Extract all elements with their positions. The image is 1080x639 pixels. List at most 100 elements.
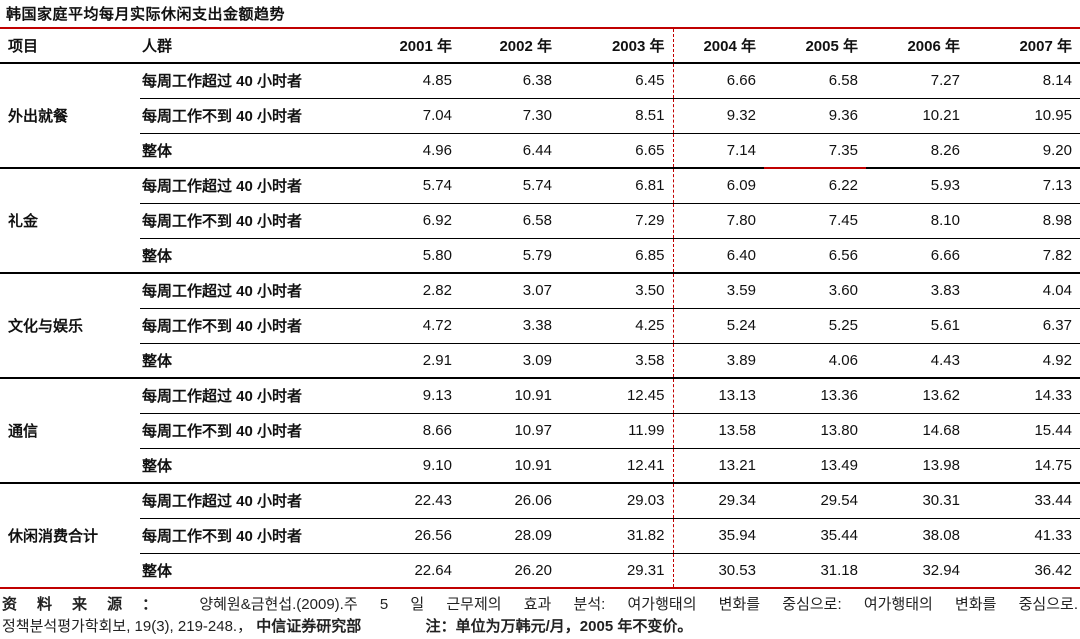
table-row: 每周工作不到 40 小时者 4.72 3.38 4.25 5.24 5.25 5.61 6.3… — [0, 307, 1080, 343]
value-cell: 7.82 — [968, 237, 1080, 273]
value-cell: 7.45 — [764, 202, 866, 238]
value-cell: 32.94 — [866, 552, 968, 589]
row-label-cell: 每周工作超过 40 小时者 — [142, 73, 303, 91]
header-row: 项目 人群 2001 年 2002 年 2003 年 2004 年 2005 年 2006… — [0, 29, 1080, 64]
value-cell: 7.29 — [560, 202, 673, 238]
row-label-cell: 每周工作超过 40 小时者 — [140, 377, 372, 413]
col-header-group: 人群 — [140, 29, 372, 64]
source-text: 양혜원&금현섭.(2009).주 5 일 근무제의 효과 분석: 여가행태의 변… — [199, 596, 1078, 613]
value-cell: 6.58 — [828, 72, 858, 90]
value-cell: 26.56 — [372, 517, 460, 553]
row-label-cell: 整体 — [140, 132, 372, 168]
table-row: 整体 22.64 26.20 29.31 30.53 31.18 32.94 36.42 — [0, 552, 1080, 589]
value-cell: 12.45 — [560, 377, 673, 413]
title-rule — [0, 27, 1080, 29]
value-cell: 8.10 — [866, 202, 968, 238]
table-row: 整体 4.96 6.44 6.65 7.14 7.35 8.26 9.20 — [0, 132, 1080, 168]
table-body: 外出就餐 每周工作超过 40 小时者 4.85 6.38 6.45 6.66 6.58 7.2… — [0, 63, 1080, 589]
value-cell: 8.26 — [866, 132, 968, 168]
value-cell: 10.97 — [460, 412, 560, 448]
value-cell: 28.09 — [460, 517, 560, 553]
category-cell: 文化与娱乐 — [0, 272, 140, 378]
row-label-cell: 整体 — [140, 552, 372, 589]
col-header-year: 2004 年 — [672, 29, 764, 64]
value-cell: 29.34 — [672, 482, 764, 518]
value-cell: 13.98 — [866, 447, 968, 483]
expenditure-table: 项目 人群 2001 年 2002 年 2003 年 2004 年 2005 年 2006… — [0, 29, 1080, 589]
value-cell: 4.06 — [764, 342, 866, 378]
table-row: 整体 5.80 5.79 6.85 6.40 6.56 6.66 7.82 — [0, 237, 1080, 273]
value-cell: 7.13 — [968, 167, 1080, 203]
category-cell: 礼金 — [0, 167, 140, 273]
value-cell: 6.44 — [460, 132, 560, 168]
col-header-year: 2007 年 — [968, 29, 1080, 64]
col-header-year: 2005 年 — [764, 29, 866, 64]
value-cell: 12.41 — [560, 447, 673, 483]
value-cell: 3.50 — [560, 272, 673, 308]
row-label-cell: 每周工作不到 40 小时者 — [140, 517, 372, 553]
value-cell: 4.25 — [560, 307, 673, 343]
value-cell: 8.66 — [372, 412, 460, 448]
col-header-year: 2002 年 — [460, 29, 560, 64]
value-cell: 5.74 — [372, 167, 460, 203]
value-cell: 5.74 — [460, 167, 560, 203]
value-cell: 3.59 — [672, 272, 764, 308]
value-cell: 2.91 — [372, 342, 460, 378]
category-cell: 通信 — [0, 377, 140, 483]
value-cell: 6.66 — [866, 237, 968, 273]
col-header-year: 2006 年 — [866, 29, 968, 64]
value-cell: 2.82 — [372, 272, 460, 308]
value-cell: 3.09 — [460, 342, 560, 378]
value-cell: 29.03 — [560, 482, 673, 518]
col-header-item: 项目 — [0, 29, 140, 64]
value-cell: 6.45 — [635, 72, 665, 90]
table-row: 通信 每周工作超过 40 小时者 9.13 10.91 12.45 13.13 13.36 1… — [0, 377, 1080, 483]
value-cell: 10.95 — [968, 97, 1080, 133]
value-cell: 6.92 — [372, 202, 460, 238]
value-cell: 7.30 — [460, 97, 560, 133]
value-cell: 6.40 — [672, 237, 764, 273]
value-cell: 3.83 — [866, 272, 968, 308]
value-cell: 3.89 — [672, 342, 764, 378]
table-row: 礼金 每周工作超过 40 小时者 5.74 5.74 6.81 6.09 6.22 5.93 7… — [0, 167, 1080, 273]
value-cell: 9.20 — [968, 132, 1080, 168]
value-cell: 13.58 — [672, 412, 764, 448]
value-cell: 15.44 — [968, 412, 1080, 448]
source-text-2: 정책분석평가학회보, 19(3), 219-248.， — [2, 618, 253, 635]
source-org: 中信证券研究部 — [256, 618, 362, 635]
value-cell: 9.32 — [672, 97, 764, 133]
table-row: 每周工作不到 40 小时者 7.04 7.30 8.51 9.32 9.36 10.21 10… — [0, 97, 1080, 133]
row-label-cell: 每周工作超过 40 小时者 — [140, 272, 372, 308]
value-cell: 30.53 — [672, 552, 764, 589]
value-cell: 4.04 — [968, 272, 1080, 308]
value-cell: 6.66 — [672, 63, 764, 98]
value-cell: 22.64 — [372, 552, 460, 589]
table-row: 整体 9.10 10.91 12.41 13.21 13.49 13.98 14.75 — [0, 447, 1080, 483]
value-cell: 38.08 — [866, 517, 968, 553]
value-cell: 30.31 — [866, 482, 968, 518]
value-cell: 26.20 — [460, 552, 560, 589]
row-label-cell: 每周工作不到 40 小时者 — [140, 412, 372, 448]
value-cell: 4.92 — [968, 342, 1080, 378]
source-line-1: 资料来源： 양혜원&금현섭.(2009).주 5 일 근무제의 효과 분석: 여… — [2, 594, 1078, 616]
value-cell: 35.94 — [672, 517, 764, 553]
value-cell: 13.49 — [764, 447, 866, 483]
value-cell: 6.58 — [460, 202, 560, 238]
value-cell: 5.79 — [460, 237, 560, 273]
source-label: 资料来源： — [2, 596, 178, 613]
value-cell: 29.54 — [764, 482, 866, 518]
value-cell: 3.58 — [560, 342, 673, 378]
table-row: 每周工作不到 40 小时者 6.92 6.58 7.29 7.80 7.45 8.10 8.9… — [0, 202, 1080, 238]
value-cell: 6.56 — [764, 237, 866, 273]
value-cell: 14.68 — [866, 412, 968, 448]
value-cell: 5.93 — [866, 167, 968, 203]
value-cell: 3.38 — [460, 307, 560, 343]
value-cell: 31.82 — [560, 517, 673, 553]
unit-note: 注：单位为万韩元/月，2005 年不变价。 — [425, 618, 693, 635]
value-cell: 4.43 — [866, 342, 968, 378]
value-cell: 6.09 — [672, 167, 764, 203]
value-cell: 29.31 — [560, 552, 673, 589]
value-cell: 7.80 — [672, 202, 764, 238]
source-line-2: 정책분석평가학회보, 19(3), 219-248.， 中信证券研究部 注：单位… — [2, 616, 1078, 638]
